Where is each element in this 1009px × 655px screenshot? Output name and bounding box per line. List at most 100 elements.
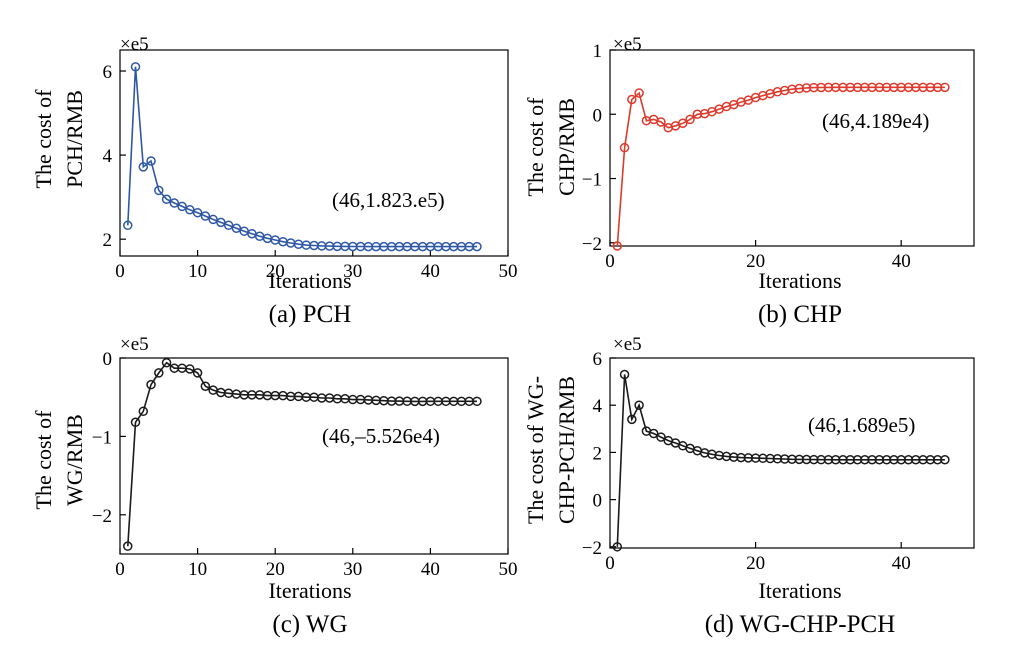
data-point bbox=[185, 364, 195, 374]
x-tick-label: 20 bbox=[266, 261, 285, 282]
data-point bbox=[678, 118, 688, 129]
data-point bbox=[123, 541, 133, 551]
data-point bbox=[192, 368, 203, 378]
data-point bbox=[200, 381, 211, 391]
data-point bbox=[130, 417, 141, 428]
x-tick-label: 0 bbox=[115, 261, 125, 282]
x-tick-label: 0 bbox=[115, 559, 125, 580]
x-tick-label: 20 bbox=[266, 559, 285, 580]
x-tick-label: 40 bbox=[892, 553, 911, 574]
y-axis-label-line2: CHP/RMB bbox=[554, 98, 579, 196]
final-value-annotation: (46,4.189e4) bbox=[822, 109, 929, 133]
panel-chp: ×e5 The cost of CHP/RMB Iterations (b) C… bbox=[523, 34, 975, 328]
data-point bbox=[177, 201, 187, 212]
data-point bbox=[656, 117, 666, 127]
panel-caption: (d) WG-CHP-PCH bbox=[705, 611, 896, 638]
x-axis-label: Iterations bbox=[268, 578, 351, 603]
data-point bbox=[634, 400, 644, 410]
data-point bbox=[138, 406, 149, 417]
final-value-annotation: (46,1.823.e5) bbox=[332, 188, 445, 212]
data-point bbox=[940, 455, 950, 465]
x-tick-label: 40 bbox=[892, 251, 911, 272]
y-tick-label: −1 bbox=[92, 427, 112, 448]
y-tick-label: 6 bbox=[103, 62, 113, 83]
data-point bbox=[161, 357, 172, 368]
plot-frame bbox=[609, 49, 975, 247]
y-tick-label: 4 bbox=[103, 146, 113, 167]
data-point bbox=[656, 432, 666, 442]
data-point bbox=[200, 211, 211, 221]
y-axis-label-line2: WG/RMB bbox=[62, 414, 87, 506]
x-axis-label: Iterations bbox=[758, 268, 841, 293]
data-point bbox=[208, 214, 218, 225]
x-tick-label: 40 bbox=[421, 261, 440, 282]
data-point bbox=[648, 428, 659, 439]
multiplier-label: ×e5 bbox=[120, 34, 149, 55]
y-tick-label: −2 bbox=[92, 506, 112, 527]
y-axis-label-line1: The cost of bbox=[523, 97, 548, 197]
x-axis-label: Iterations bbox=[268, 268, 351, 293]
data-point bbox=[123, 220, 133, 231]
y-axis-label-line1: The cost of WG- bbox=[523, 376, 548, 524]
y-axis-label-line1: The cost of bbox=[31, 410, 56, 510]
data-point bbox=[612, 542, 623, 552]
data-point bbox=[472, 396, 482, 407]
y-axis-label-line2: CHP-PCH/RMB bbox=[554, 376, 579, 524]
series-line bbox=[127, 66, 477, 248]
multiplier-label: ×e5 bbox=[613, 34, 642, 55]
y-axis-label-line2: PCH/RMB bbox=[62, 90, 87, 188]
data-point bbox=[130, 62, 141, 72]
data-point bbox=[161, 194, 172, 204]
panel-pch: ×e5 The cost of PCH/RMB Iterations (a) P… bbox=[31, 34, 518, 328]
x-tick-label: 30 bbox=[343, 559, 362, 580]
x-tick-label: 0 bbox=[605, 553, 615, 574]
data-point bbox=[169, 198, 180, 208]
data-point bbox=[138, 162, 149, 172]
x-tick-label: 50 bbox=[499, 559, 518, 580]
plot-frame bbox=[609, 357, 975, 549]
plot-frame bbox=[119, 49, 509, 257]
y-tick-label: 0 bbox=[593, 491, 603, 512]
y-tick-label: 2 bbox=[593, 443, 603, 464]
panel-caption: (a) PCH bbox=[269, 301, 352, 328]
x-tick-label: 0 bbox=[605, 251, 615, 272]
data-point bbox=[619, 142, 630, 153]
y-tick-label: 0 bbox=[593, 105, 603, 126]
data-point bbox=[185, 205, 195, 215]
panel-caption: (b) CHP bbox=[758, 301, 842, 328]
data-point bbox=[223, 220, 234, 231]
y-tick-label: 2 bbox=[103, 230, 113, 251]
data-point bbox=[192, 207, 203, 218]
data-point bbox=[940, 82, 950, 93]
y-tick-label: −1 bbox=[582, 170, 602, 191]
final-value-annotation: (46,1.689e5) bbox=[808, 413, 915, 437]
panel-wg-chp-pch: ×e5 The cost of WG- CHP-PCH/RMB Iteratio… bbox=[523, 334, 975, 638]
multiplier-label: ×e5 bbox=[120, 334, 149, 355]
y-tick-label: 6 bbox=[593, 349, 603, 370]
x-tick-label: 20 bbox=[746, 553, 765, 574]
data-point bbox=[146, 379, 156, 390]
data-point bbox=[627, 94, 637, 105]
x-tick-label: 10 bbox=[188, 261, 207, 282]
data-point bbox=[154, 368, 164, 378]
y-tick-label: 1 bbox=[593, 41, 603, 62]
y-tick-label: 4 bbox=[593, 396, 603, 417]
series-line bbox=[127, 361, 477, 547]
x-axis-label: Iterations bbox=[758, 578, 841, 603]
panel-wg: ×e5 The cost of WG/RMB Iterations (c) WG… bbox=[31, 334, 518, 638]
plot-frame bbox=[119, 357, 509, 555]
data-point bbox=[216, 217, 226, 228]
data-point bbox=[472, 241, 482, 252]
y-tick-label: −2 bbox=[582, 538, 602, 559]
y-tick-label: −2 bbox=[582, 234, 602, 255]
x-tick-label: 50 bbox=[499, 261, 518, 282]
x-tick-label: 20 bbox=[746, 251, 765, 272]
x-tick-label: 40 bbox=[421, 559, 440, 580]
multiplier-label: ×e5 bbox=[613, 334, 642, 355]
data-point bbox=[146, 156, 156, 166]
data-point bbox=[685, 114, 695, 125]
data-point bbox=[612, 241, 623, 251]
data-point bbox=[634, 88, 644, 98]
data-point bbox=[231, 223, 242, 234]
